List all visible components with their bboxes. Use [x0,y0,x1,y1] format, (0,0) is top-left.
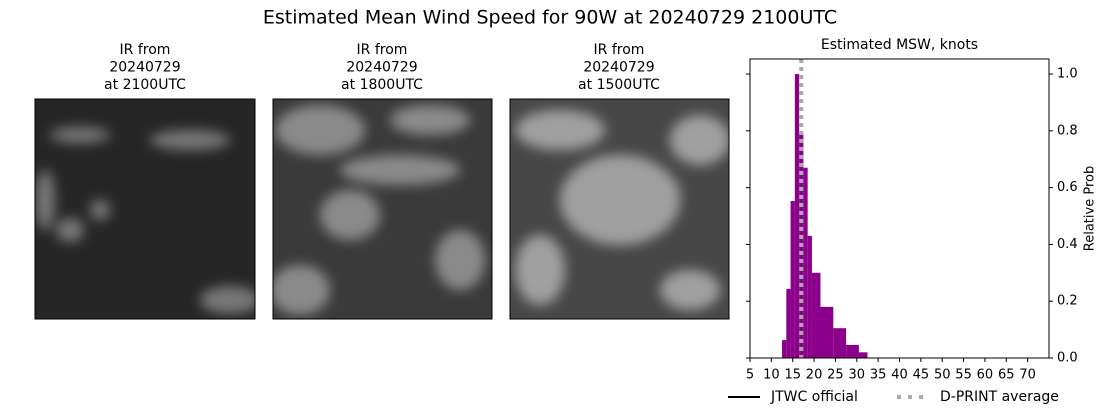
bar [820,306,834,358]
y-tick-label: 0.6 [1057,180,1078,195]
x-tick-label: 30 [849,368,866,383]
x-tick-label: 55 [955,368,972,383]
x-tick-label: 60 [977,368,994,383]
panel-title: IR from [594,42,645,58]
panel-title: 20240729 [346,60,417,76]
ir-image [510,99,729,319]
y-axis-label: Relative Prob [1083,166,1098,251]
bar [786,289,791,358]
figure-title: Estimated Mean Wind Speed for 90W at 202… [263,7,837,29]
ir-image [35,99,255,319]
y-tick-label: 0.2 [1057,294,1078,309]
panel-title: IR from [357,42,408,58]
legend-label: JTWC official [770,389,858,405]
panel-title: at 1500UTC [578,77,660,93]
y-tick-label: 0.8 [1057,123,1078,138]
y-tick-label: 0.4 [1057,237,1078,252]
x-tick-label: 10 [763,368,780,383]
bar [803,167,808,358]
x-tick-label: 40 [891,368,908,383]
ir-image [273,99,492,319]
y-tick-label: 0.0 [1057,351,1078,366]
bar [794,74,800,359]
legend-label: D-PRINT average [940,389,1059,405]
x-tick-label: 20 [806,368,823,383]
panel-title: at 2100UTC [104,77,186,93]
panel-title: 20240729 [109,60,180,76]
x-tick-label: 70 [1019,368,1036,383]
image-frame [34,98,256,320]
bar [807,235,812,358]
y-tick-label: 1.0 [1057,67,1078,82]
bar [782,340,787,358]
x-tick-label: 50 [934,368,951,383]
x-tick-label: 15 [784,368,801,383]
x-tick-label: 5 [746,368,754,383]
bar [858,352,868,358]
x-tick-label: 35 [870,368,887,383]
chart-title: Estimated MSW, knots [821,37,978,53]
image-frame [509,98,730,320]
x-tick-label: 65 [998,368,1015,383]
panel-title: IR from [120,42,171,58]
bar [790,200,795,358]
bar [811,272,821,358]
bar [833,328,847,358]
image-frame [272,98,493,320]
bar [846,344,859,358]
panel-title: 20240729 [583,60,654,76]
x-tick-label: 25 [827,368,844,383]
x-tick-label: 45 [913,368,930,383]
panel-title: at 1800UTC [341,77,423,93]
